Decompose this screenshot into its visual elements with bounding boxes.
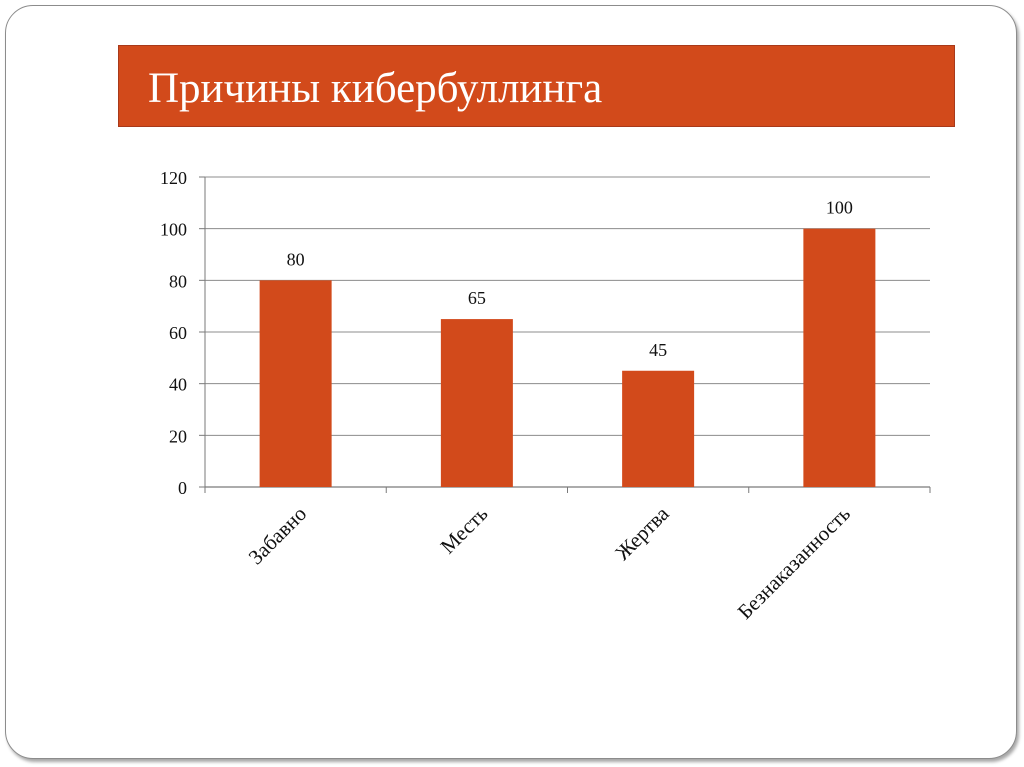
x-tick-label: Месть (436, 502, 493, 559)
x-tick-label: Жертва (610, 501, 674, 565)
slide-title: Причины кибербуллинга (148, 65, 603, 112)
y-tick-label: 60 (169, 323, 187, 343)
y-tick-label: 80 (169, 271, 187, 291)
title-banner (118, 45, 955, 127)
bar (259, 280, 332, 487)
bar (440, 319, 513, 487)
y-tick-label: 0 (178, 478, 187, 498)
data-label: 80 (287, 249, 305, 269)
y-tick-label: 120 (160, 168, 187, 188)
y-tick-label: 20 (169, 426, 187, 446)
y-tick-label: 100 (160, 220, 187, 240)
x-tick-label: Забавно (244, 502, 312, 570)
bars (259, 228, 876, 487)
labels: 80 Забавно 65 Месть 45 Жертва 100 Безнаказаннос… (244, 198, 855, 624)
data-label: 65 (468, 288, 486, 308)
data-label: 45 (649, 340, 667, 360)
x-tick-label: Безнаказанность (733, 502, 855, 624)
bar (622, 370, 695, 487)
bar (803, 228, 876, 487)
y-tick-label: 40 (169, 375, 187, 395)
data-label: 100 (826, 198, 853, 218)
